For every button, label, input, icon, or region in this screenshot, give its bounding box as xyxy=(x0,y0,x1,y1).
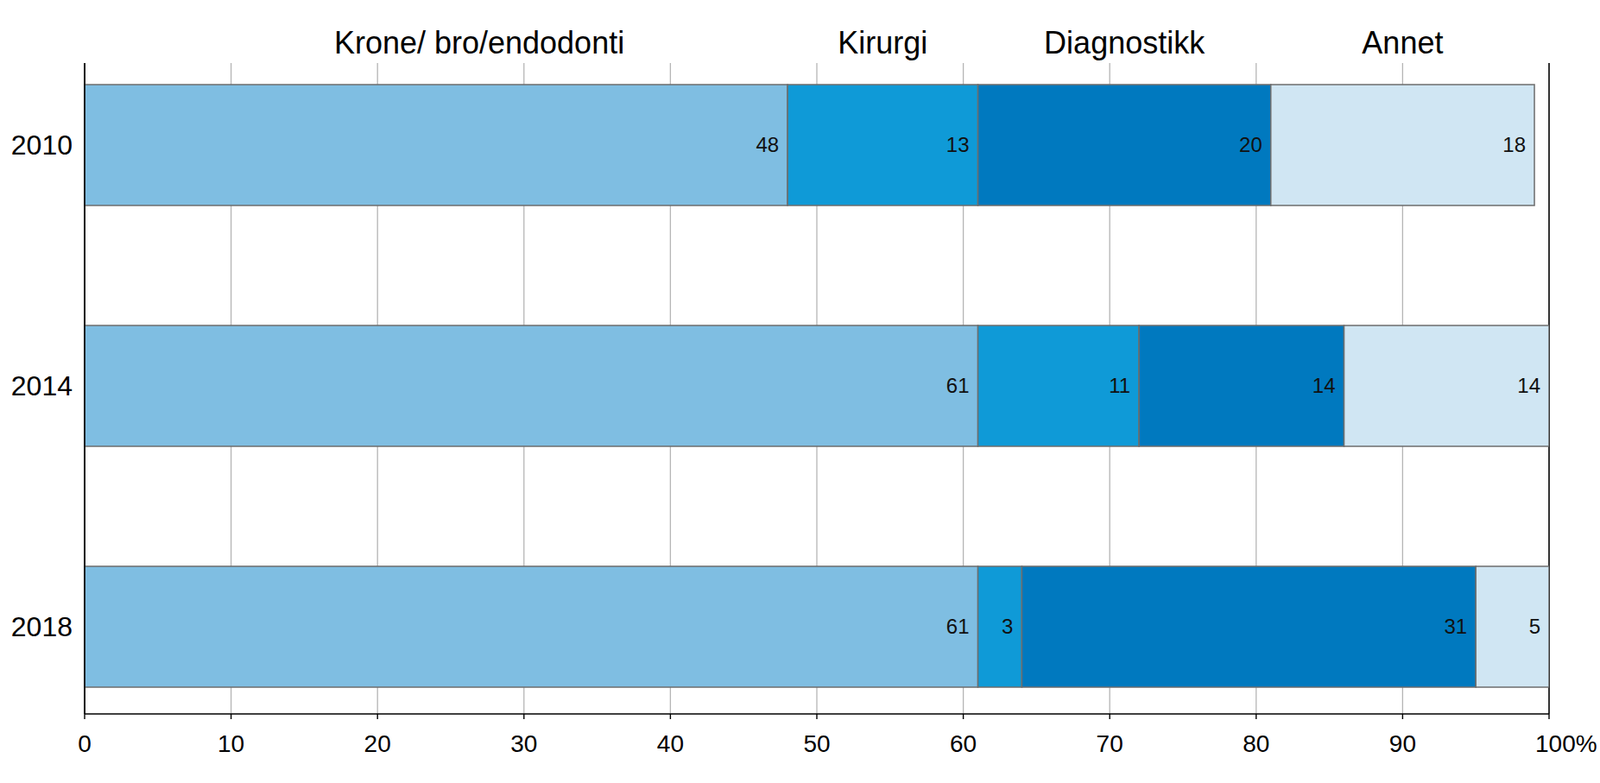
bar-segment xyxy=(978,325,1140,447)
bar-segment xyxy=(1271,84,1535,206)
tick-label: 100% xyxy=(1535,730,1598,758)
tick-mark xyxy=(1402,714,1404,720)
data-label: 11 xyxy=(1108,373,1131,398)
tick-label: 0 xyxy=(77,730,92,758)
bar-segment xyxy=(1138,325,1344,447)
tick-label: 30 xyxy=(510,730,538,758)
legend-entry: Krone/ bro/endodonti xyxy=(334,25,625,61)
data-label: 48 xyxy=(755,132,779,157)
data-label: 61 xyxy=(946,614,970,639)
data-label: 18 xyxy=(1502,132,1526,157)
tick-label: 50 xyxy=(803,730,830,758)
category-label: 2014 xyxy=(11,370,73,402)
grid-line xyxy=(83,63,86,715)
bar-segment xyxy=(84,84,788,206)
bar-segment xyxy=(84,325,979,447)
tick-mark xyxy=(230,714,232,720)
axis-line xyxy=(83,63,86,715)
bar-segment xyxy=(978,566,1023,688)
tick-label: 20 xyxy=(364,730,392,758)
data-label: 5 xyxy=(1529,614,1541,639)
tick-mark xyxy=(1108,714,1110,720)
bar-segment xyxy=(1021,566,1476,688)
tick-mark xyxy=(523,714,525,720)
chart: 4813201861111414613315201020142018Krone/… xyxy=(0,0,1600,783)
bar-segment xyxy=(1475,566,1550,688)
data-label: 20 xyxy=(1239,132,1263,157)
tick-mark xyxy=(1255,714,1257,720)
bar-segment xyxy=(978,84,1272,206)
tick-label: 10 xyxy=(217,730,245,758)
category-label: 2010 xyxy=(11,129,73,161)
data-label: 14 xyxy=(1312,373,1336,398)
data-label: 14 xyxy=(1517,373,1541,398)
legend-entry: Diagnostikk xyxy=(1043,25,1206,61)
tick-label: 80 xyxy=(1242,730,1270,758)
data-label: 61 xyxy=(946,373,970,398)
data-label: 13 xyxy=(946,132,970,157)
tick-label: 90 xyxy=(1389,730,1417,758)
tick-mark xyxy=(83,714,85,720)
bar-segment xyxy=(84,566,979,688)
data-label: 3 xyxy=(1001,614,1013,639)
tick-label: 60 xyxy=(949,730,977,758)
tick-label: 70 xyxy=(1096,730,1124,758)
legend-entry: Annet xyxy=(1361,25,1443,61)
tick-mark xyxy=(815,714,817,720)
legend-entry: Kirurgi xyxy=(837,25,928,61)
tick-label: 40 xyxy=(657,730,684,758)
labels: 48 13 20 18 61 11 14 14 61 3 31 5 xyxy=(755,132,1541,639)
bar-segment xyxy=(1344,325,1550,447)
bars xyxy=(84,84,1550,688)
tick-mark xyxy=(670,714,671,720)
tick-mark xyxy=(962,714,964,720)
tick-mark xyxy=(377,714,379,720)
tick-mark xyxy=(1548,714,1550,720)
data-label: 31 xyxy=(1443,614,1468,639)
bar-segment xyxy=(787,84,978,206)
category-label: 2018 xyxy=(11,611,73,643)
